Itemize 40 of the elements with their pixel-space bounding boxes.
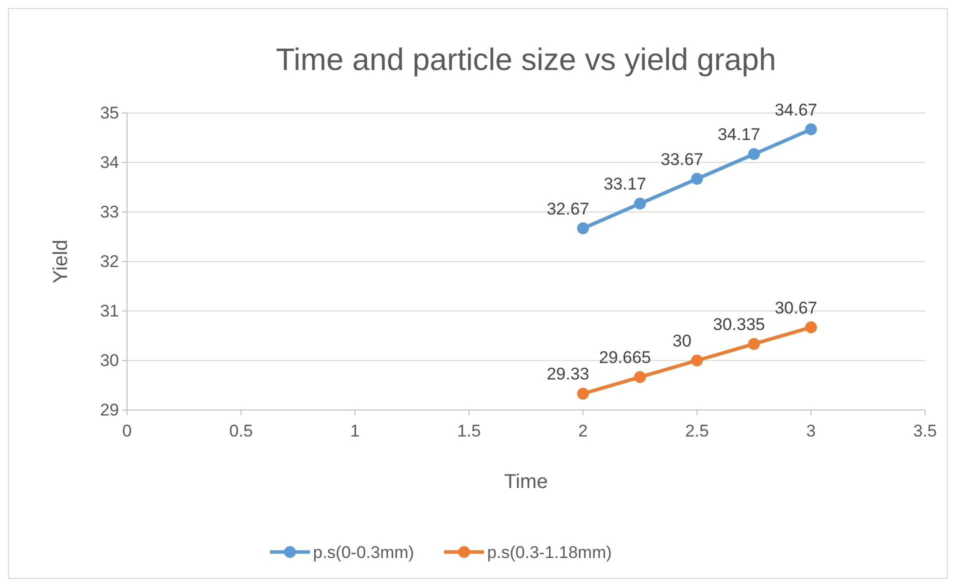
point xyxy=(577,388,589,400)
data-label: 29.665 xyxy=(599,348,651,368)
point xyxy=(748,148,760,160)
point xyxy=(634,198,646,210)
point xyxy=(748,338,760,350)
data-label: 33.67 xyxy=(660,150,704,169)
y-tick-label: 32 xyxy=(100,252,119,271)
data-label: 30.335 xyxy=(713,314,765,334)
y-tick-label: 30 xyxy=(100,350,119,370)
point xyxy=(634,371,646,383)
x-tick-label: 3.5 xyxy=(913,422,937,441)
point xyxy=(577,222,589,234)
x-tick-label: 0.5 xyxy=(229,422,253,441)
data-label: 33.17 xyxy=(604,174,646,194)
y-tick-label: 35 xyxy=(100,103,119,122)
point xyxy=(691,354,703,366)
y-tick-label: 31 xyxy=(100,301,119,320)
x-tick-label: 3 xyxy=(806,422,816,441)
legend-label: p.s(0.3-1.18mm) xyxy=(487,543,612,562)
legend-label: p.s(0-0.3mm) xyxy=(313,543,414,562)
point xyxy=(691,172,703,185)
x-tick-label: 1.5 xyxy=(457,422,481,441)
data-label: 29.33 xyxy=(546,364,590,384)
data-label: 32.67 xyxy=(546,199,590,218)
data-label: 30.67 xyxy=(774,298,818,318)
y-tick-label: 29 xyxy=(100,400,119,420)
y-tick-label: 33 xyxy=(100,202,119,222)
x-tick-label: 1 xyxy=(350,422,360,441)
data-label: 34.67 xyxy=(774,100,818,120)
data-label: 30 xyxy=(672,332,692,350)
x-tick-label: 2 xyxy=(578,422,588,441)
chart-title: Time and particle size vs yield graph xyxy=(276,42,776,77)
x-tick-label: 2.5 xyxy=(685,422,709,441)
point xyxy=(805,321,817,334)
y-tick-label: 34 xyxy=(100,152,119,172)
y-axis-title: Yield xyxy=(50,240,72,284)
x-axis-title: Time xyxy=(504,471,548,493)
data-label: 34.17 xyxy=(718,125,760,144)
x-tick-label: 0 xyxy=(122,422,132,441)
point xyxy=(805,123,817,136)
